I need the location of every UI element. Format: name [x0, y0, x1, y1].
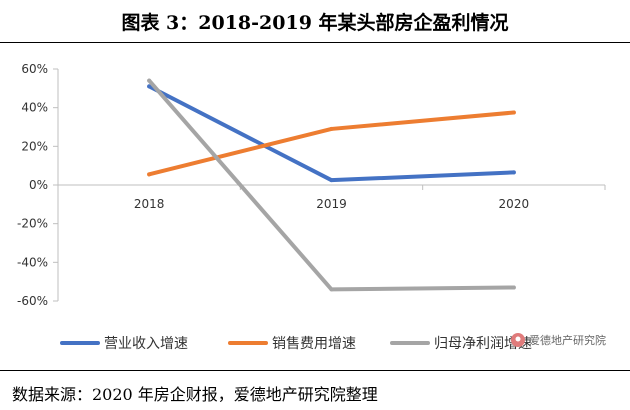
legend-label-1: 营业收入增速 [104, 336, 188, 352]
watermark-text: 爱德地产研究院 [529, 333, 606, 347]
y-axis-tick-label: -20% [17, 217, 48, 231]
y-axis-tick-label: -60% [17, 294, 48, 308]
x-axis-tick-label: 2018 [134, 197, 165, 211]
y-axis-tick-label: -40% [17, 255, 48, 269]
title-divider [0, 42, 630, 43]
data-source-note: 数据来源：2020 年房企财报，爱德地产研究院整理 [12, 385, 378, 404]
series-3-point [511, 285, 516, 290]
series-line-1 [147, 84, 516, 183]
watermark-logo-icon-dot [515, 336, 521, 342]
series-2-point [511, 110, 516, 115]
y-axis-tick-label: 0% [29, 178, 48, 192]
x-axis-tick-label: 2019 [316, 197, 347, 211]
series-1-point [147, 84, 152, 89]
series-2-point [147, 172, 152, 177]
legend-label-2: 销售费用增速 [272, 336, 356, 352]
source-divider [0, 370, 630, 371]
series-1-point [511, 170, 516, 175]
series-3-point [329, 287, 334, 292]
series-2-point [329, 126, 334, 131]
y-axis-tick-label: 20% [21, 139, 48, 153]
series-3-point [147, 78, 152, 83]
series-1-point [329, 178, 334, 183]
legend-label-3: 归母净利润增速 [434, 335, 532, 352]
chart-title: 图表 3：2018-2019 年某头部房企盈利情况 [121, 12, 509, 34]
y-axis-tick-label: 40% [21, 101, 48, 115]
x-axis-tick-label: 2020 [499, 197, 530, 211]
y-axis-tick-label: 60% [21, 62, 48, 76]
